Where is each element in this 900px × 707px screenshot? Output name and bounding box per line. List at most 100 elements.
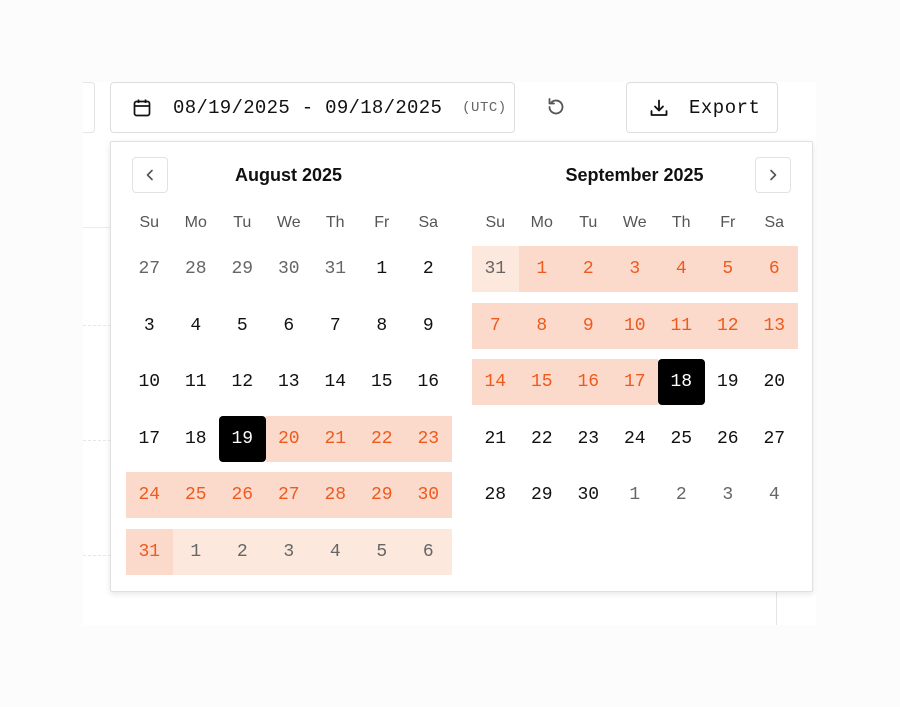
day-cell[interactable]: 31 [126,529,173,575]
day-cell[interactable]: 19 [716,372,739,393]
day-cell[interactable]: 7 [329,315,341,336]
day-cell[interactable]: 3 [143,315,155,336]
day-cell[interactable]: 27 [763,428,786,449]
day-cell[interactable]: 2 [219,529,266,575]
day-cell[interactable]: 24 [623,428,646,449]
day-cell[interactable]: 3 [265,529,312,575]
day-cell[interactable]: 21 [484,428,507,449]
day-cell[interactable]: 5 [358,529,405,575]
day-cell[interactable]: 13 [277,372,300,393]
day-cell[interactable]: 7 [472,302,519,349]
day-cell[interactable]: 5 [236,315,248,336]
day-cell[interactable]: 24 [126,472,173,519]
day-cell[interactable]: 23 [577,428,600,449]
day-cell[interactable]: 13 [751,302,798,349]
weekday-header: Fr [720,214,736,231]
day-cell[interactable]: 8 [376,315,388,336]
day-cell[interactable]: 6 [283,315,295,336]
day-cell[interactable]: 2 [422,259,434,279]
day-cell[interactable]: 26 [219,472,266,519]
selected-day-cell[interactable]: 18 [658,359,705,406]
day-cell[interactable]: 31 [324,259,347,279]
day-cell[interactable]: 6 [751,246,798,292]
day-cell[interactable]: 29 [231,259,254,279]
day-cell[interactable]: 1 [376,259,388,279]
month-title: August 2025 [234,165,343,185]
next-month-button[interactable] [755,157,791,193]
chevron-right-icon [766,168,780,182]
day-cell[interactable]: 8 [518,302,565,349]
weekday-header: Su [139,214,160,231]
weekday-header: Sa [418,214,439,231]
day-cell[interactable]: 9 [422,315,434,336]
day-cell[interactable]: 11 [658,302,705,349]
selected-day-cell[interactable]: 19 [219,415,266,462]
day-cell[interactable]: 1 [518,246,565,292]
day-cell[interactable]: 12 [231,372,254,393]
day-cell[interactable]: 23 [405,415,452,462]
day-cell[interactable]: 21 [312,415,359,462]
day-cell[interactable]: 2 [675,485,687,506]
day-cell[interactable]: 28 [312,472,359,519]
calendar-popover: August 2025 September 2025 Su Mo Tu We Th Fr S… [110,141,813,592]
weekday-header: We [276,214,301,231]
day-cell[interactable]: 14 [324,372,347,393]
day-cell[interactable]: 4 [768,485,780,506]
weekday-header: Su [485,214,506,231]
day-cell[interactable]: 28 [184,259,207,279]
day-cell[interactable]: 10 [138,372,161,393]
day-cell[interactable]: 15 [518,359,565,406]
day-cell[interactable]: 27 [265,472,312,519]
weekday-header: Mo [530,214,553,231]
background-divider [776,592,777,625]
background-partial-control [83,82,95,133]
export-button[interactable]: Export [626,82,778,133]
day-cell[interactable]: 22 [358,415,405,462]
day-cell[interactable]: 11 [184,372,207,393]
day-cell[interactable]: 1 [172,529,219,575]
day-cell[interactable]: 26 [716,428,739,449]
day-cell[interactable]: 9 [565,302,612,349]
day-cell[interactable]: 3 [611,246,658,292]
day-cell[interactable]: 25 [670,428,693,449]
day-cell[interactable]: 25 [172,472,219,519]
day-cell[interactable]: 29 [530,485,553,506]
day-cell[interactable]: 28 [484,485,507,506]
day-cell[interactable]: 17 [611,359,658,406]
day-cell[interactable]: 27 [138,259,161,279]
day-cell[interactable]: 6 [405,529,452,575]
date-range-text: 08/19/2025 - 09/18/2025 [173,96,443,119]
day-cell[interactable]: 2 [565,246,612,292]
weekday-header: Mo [184,214,207,231]
day-cell[interactable]: 4 [190,315,202,336]
day-cell[interactable]: 30 [277,259,300,279]
day-cell[interactable]: 10 [611,302,658,349]
day-cell[interactable]: 30 [577,485,600,506]
reset-icon [545,96,567,118]
day-cell[interactable]: 22 [530,428,553,449]
day-cell[interactable]: 30 [405,472,452,519]
day-cell[interactable]: 29 [358,472,405,519]
day-cell[interactable]: 4 [658,246,705,292]
day-cell[interactable]: 5 [704,246,751,292]
background-gridline [83,325,111,326]
reset-button[interactable] [542,93,570,121]
date-range-picker-button[interactable]: 08/19/2025 - 09/18/2025 (UTC) [110,82,515,133]
previous-month-button[interactable] [132,157,168,193]
calendar-icon [132,98,152,118]
day-cell[interactable]: 3 [722,485,734,506]
day-cell[interactable]: 31 [472,246,519,292]
day-cell[interactable]: 14 [472,359,519,406]
day-cell[interactable]: 20 [265,415,312,462]
day-cell[interactable]: 1 [629,485,641,506]
day-cell[interactable]: 17 [138,428,161,449]
day-cell[interactable]: 16 [565,359,612,406]
day-cell[interactable]: 12 [704,302,751,349]
weekday-header: Fr [374,214,390,231]
timezone-label: (UTC) [462,99,507,116]
day-cell[interactable]: 20 [763,372,786,393]
day-cell[interactable]: 15 [370,372,393,393]
day-cell[interactable]: 18 [184,428,207,449]
day-cell[interactable]: 4 [312,529,359,575]
day-cell[interactable]: 16 [417,372,440,393]
